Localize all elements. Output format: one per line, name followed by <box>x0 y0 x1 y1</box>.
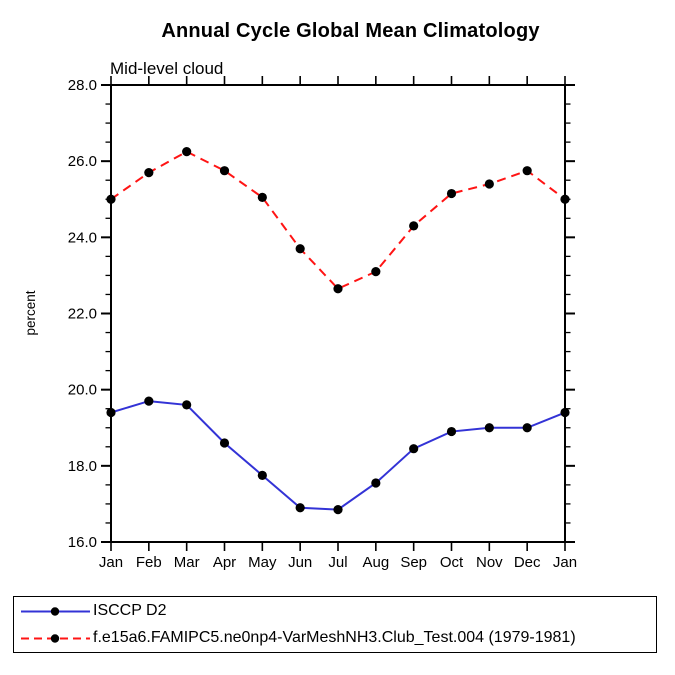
x-tick-label: Jan <box>553 554 577 571</box>
legend-marker-circle <box>50 606 60 616</box>
y-tick-label: 20.0 <box>68 382 97 399</box>
legend-marker-circle <box>50 633 60 643</box>
data-point-marker <box>446 426 457 437</box>
data-point-marker <box>409 221 419 231</box>
x-tick-label: Dec <box>514 554 541 571</box>
y-axis-title: percent <box>23 290 38 335</box>
y-tick-label: 16.0 <box>68 534 97 551</box>
legend-key-solid-line <box>21 606 90 616</box>
data-point-marker <box>257 192 267 202</box>
axis-frame <box>110 84 566 543</box>
y-tick-label: 18.0 <box>68 458 97 475</box>
data-point-marker <box>257 470 267 480</box>
legend-label-isccp: ISCCP D2 <box>93 602 167 619</box>
legend-label-model: f.e15a6.FAMIPC5.ne0np4-VarMeshNH3.Club_T… <box>93 629 576 646</box>
legend-box: ISCCP D2 f.e15a6.FAMIPC5.ne0np4-VarMeshN… <box>13 596 657 653</box>
data-point-marker <box>144 167 154 178</box>
data-point-marker <box>144 396 154 406</box>
data-point-marker <box>295 244 305 254</box>
data-point-marker <box>219 438 230 448</box>
data-point-marker <box>522 166 532 176</box>
y-tick-label: 26.0 <box>68 153 97 170</box>
data-point-marker <box>182 400 192 410</box>
x-tick-label: Aug <box>362 554 389 571</box>
data-point-marker <box>333 505 343 515</box>
axes: Jan Feb Mar Apr May Jun Jul Aug Sep Oct Nov Dec Jan1… <box>68 76 577 571</box>
legend-item-model: f.e15a6.FAMIPC5.ne0np4-VarMeshNH3.Club_T… <box>21 625 656 651</box>
x-tick-label: Feb <box>136 554 162 571</box>
data-point-marker <box>560 407 570 418</box>
series-lines <box>106 147 570 515</box>
x-tick-label: Oct <box>440 554 464 571</box>
x-tick-label: May <box>248 554 277 571</box>
x-tick-label: Nov <box>476 554 503 571</box>
series-line-1 <box>110 150 566 290</box>
data-point-marker <box>106 194 116 204</box>
data-point-marker <box>295 503 305 513</box>
data-point-marker <box>106 407 116 418</box>
chart-title: Annual Cycle Global Mean Climatology <box>161 20 540 42</box>
data-point-marker <box>484 423 494 433</box>
data-point-marker <box>522 423 532 433</box>
x-tick-label: Jul <box>328 554 347 571</box>
legend-item-isccp: ISCCP D2 <box>21 598 656 624</box>
y-tick-label: 24.0 <box>68 229 97 246</box>
data-point-marker <box>371 478 381 488</box>
data-point-marker <box>333 284 343 294</box>
series-line-0 <box>110 400 566 511</box>
legend-key-dashed-line <box>21 633 90 643</box>
x-tick-label: Sep <box>400 554 427 571</box>
data-point-marker <box>409 444 419 454</box>
chart-subtitle: Mid-level cloud <box>110 59 224 78</box>
data-point-marker <box>371 267 381 277</box>
x-tick-label: Apr <box>213 554 236 571</box>
x-tick-label: Jan <box>99 554 123 571</box>
x-tick-label: Mar <box>174 554 200 571</box>
data-point-marker <box>182 147 192 157</box>
y-tick-label: 22.0 <box>68 306 97 323</box>
data-point-marker <box>219 166 230 176</box>
data-point-marker <box>560 194 570 204</box>
data-point-marker <box>446 188 457 199</box>
x-tick-label: Jun <box>288 554 312 571</box>
plot-area: percent Jan Feb Mar Apr May Jun Jul Aug Sep Oct No… <box>23 76 577 571</box>
y-tick-label: 28.0 <box>68 77 97 94</box>
data-point-marker <box>484 179 494 189</box>
